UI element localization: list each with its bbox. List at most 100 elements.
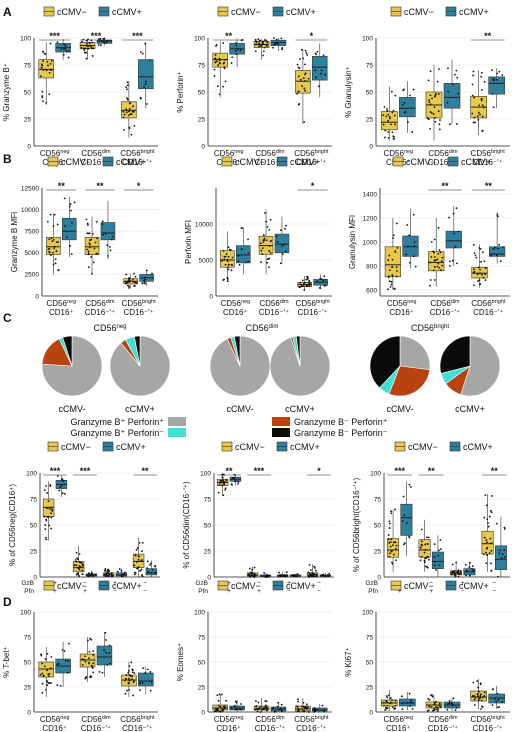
data-point [496,247,499,250]
data-point [488,552,491,554]
y-tick-label: 50 [198,89,206,96]
data-point [438,549,440,552]
data-point [496,72,499,75]
data-point [409,705,411,707]
data-point [235,701,238,704]
data-point [90,664,93,667]
data-point [248,575,251,578]
data-point [131,669,134,672]
data-point [476,680,479,683]
data-point [304,89,307,92]
data-point [106,664,109,666]
data-point [87,252,90,255]
data-point [88,246,91,249]
data-point [52,238,55,241]
data-point [391,706,394,708]
data-point [261,247,264,250]
data-point [85,676,88,678]
data-point [214,54,217,56]
category-label-sub: CD16⁺ [42,724,67,732]
data-point [258,45,261,48]
data-point [128,286,130,289]
data-point [217,64,220,66]
category-label: CD56bright [294,715,329,724]
legend-ccmv-pos-item: cCMV+ [447,156,491,167]
data-point [230,483,233,485]
data-point [74,559,77,561]
y-tick-label: 0 [369,143,373,150]
data-point [54,258,57,261]
legend-ccmv-pos-label: cCMV+ [290,157,320,167]
data-point [216,707,219,710]
data-point [124,280,127,283]
y-axis-label: Granzyme B MFI [10,212,19,272]
data-point [268,257,271,260]
data-point [131,671,134,674]
data-point [126,98,129,101]
data-point [145,80,147,83]
category-label: CD56dim [255,149,285,158]
data-point [81,573,84,576]
data-point [473,116,476,119]
data-point [406,522,408,525]
data-point [285,571,288,574]
category-label: CD56bright [120,149,155,158]
data-point [392,237,394,240]
data-point [408,692,411,695]
data-point [479,682,482,685]
category-label: CD56dim [430,299,460,308]
significance-marker: * [317,466,321,476]
data-point [324,278,326,281]
data-point [491,495,493,497]
data-point [284,574,287,577]
data-point [431,695,434,698]
data-point [260,706,262,708]
data-point [78,564,81,567]
data-point [308,284,311,287]
data-point [439,119,441,121]
data-point [448,699,451,702]
data-point [235,708,238,711]
data-point [393,287,395,290]
data-point [264,704,267,707]
data-point [87,657,90,660]
gzb-sign: − [492,580,496,587]
data-point [394,704,397,707]
data-point [280,37,283,40]
box-ccmv-neg [38,59,54,79]
legend: cCMV− cCMV+ [221,156,320,167]
data-point [227,268,230,271]
data-point [104,569,107,572]
data-point [134,573,136,576]
box-ccmv-pos [145,568,158,576]
data-point [452,83,454,86]
data-point [320,69,323,72]
data-point [133,272,136,275]
data-point [447,67,449,70]
y-tick-label: 50 [198,659,206,666]
data-point [214,61,217,64]
legend-ccmv-pos-label: cCMV+ [286,7,316,17]
data-point [314,567,316,569]
data-point [471,94,474,97]
data-point [408,483,411,486]
data-point [268,250,271,252]
pfn-sign: + [53,588,57,595]
data-point [101,671,104,674]
data-point [223,483,225,486]
data-point [412,88,415,91]
data-point [250,574,253,577]
data-point [481,71,483,74]
data-point [93,247,96,250]
data-point [45,679,48,682]
data-point [481,706,484,708]
data-point [133,125,136,127]
data-point [57,241,60,244]
pie-legend: Granzyme B⁺ Perforin⁺ Granzyme B⁻ Perfori… [70,417,388,438]
data-point [296,708,299,710]
data-point [127,677,130,680]
data-point [409,486,412,488]
data-point [105,651,108,654]
data-point [294,574,296,577]
